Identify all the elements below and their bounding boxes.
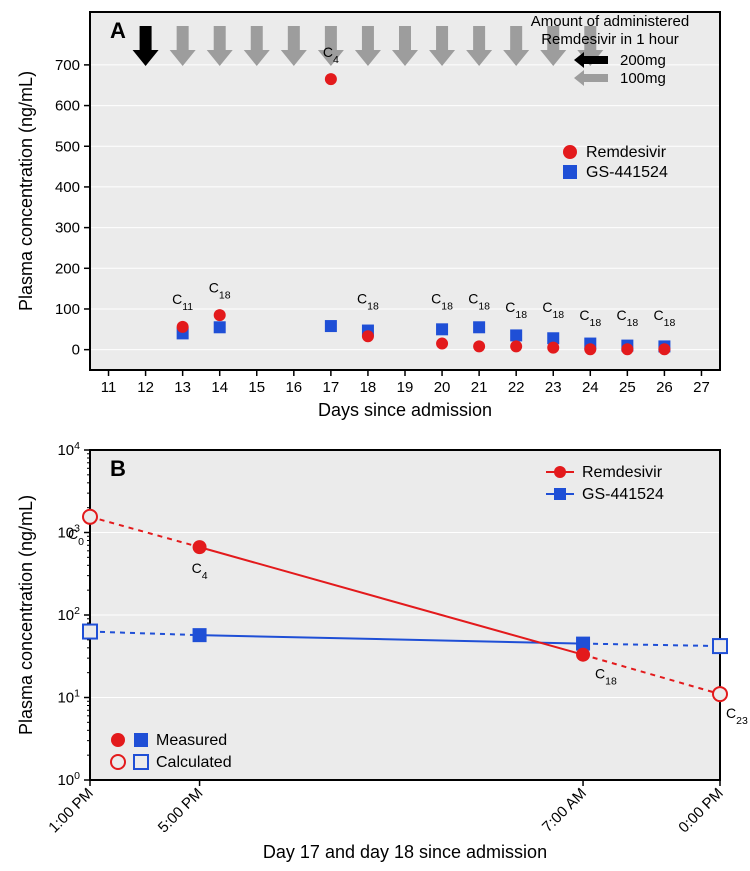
figure-container: { "figure": { "width": 750, "height": 87… — [0, 0, 750, 871]
svg-text:GS-441524: GS-441524 — [582, 486, 664, 503]
svg-text:Plasma concentration (ng/mL): Plasma concentration (ng/mL) — [16, 71, 36, 311]
svg-text:100mg: 100mg — [620, 70, 666, 87]
svg-text:21: 21 — [471, 379, 488, 396]
svg-text:Measured: Measured — [156, 732, 227, 749]
svg-text:18: 18 — [360, 379, 377, 396]
svg-text:Calculated: Calculated — [156, 754, 232, 771]
svg-text:500: 500 — [55, 138, 80, 155]
svg-text:0: 0 — [72, 342, 80, 359]
figure-svg: 11 12 13 14 15 16 17 18 19 20 21 22 23 24 25 26 27 0 100 20… — [0, 0, 750, 871]
svg-text:Plasma concentration (ng/mL): Plasma concentration (ng/mL) — [16, 495, 36, 735]
svg-text:25: 25 — [619, 379, 636, 396]
svg-text:600: 600 — [55, 98, 80, 115]
svg-text:Remdesivir: Remdesivir — [586, 144, 667, 161]
svg-text:Remdesivir: Remdesivir — [582, 464, 663, 481]
svg-text:Days since admission: Days since admission — [318, 400, 492, 420]
svg-text:12: 12 — [137, 379, 154, 396]
svg-text:A: A — [110, 18, 126, 43]
svg-text:26: 26 — [656, 379, 673, 396]
svg-text:B: B — [110, 456, 126, 481]
svg-text:16: 16 — [285, 379, 302, 396]
svg-text:GS-441524: GS-441524 — [586, 164, 668, 181]
svg-text:17: 17 — [323, 379, 340, 396]
svg-text:23: 23 — [545, 379, 562, 396]
svg-text:19: 19 — [397, 379, 414, 396]
svg-text:11: 11 — [101, 379, 117, 396]
svg-text:200: 200 — [55, 260, 80, 277]
svg-text:22: 22 — [508, 379, 525, 396]
svg-text:400: 400 — [55, 179, 80, 196]
svg-text:700: 700 — [55, 57, 80, 74]
svg-text:200mg: 200mg — [620, 52, 666, 69]
svg-text:300: 300 — [55, 220, 80, 237]
svg-text:13: 13 — [174, 379, 191, 396]
svg-text:Remdesivir in 1 hour: Remdesivir in 1 hour — [541, 31, 679, 48]
svg-text:14: 14 — [211, 379, 228, 396]
svg-text:Amount of administered: Amount of administered — [531, 13, 689, 30]
svg-text:20: 20 — [434, 379, 451, 396]
svg-text:Day 17 and day 18 since admiss: Day 17 and day 18 since admission — [263, 842, 547, 862]
svg-text:27: 27 — [693, 379, 710, 396]
svg-text:15: 15 — [248, 379, 265, 396]
svg-text:24: 24 — [582, 379, 599, 396]
svg-text:100: 100 — [55, 301, 80, 318]
